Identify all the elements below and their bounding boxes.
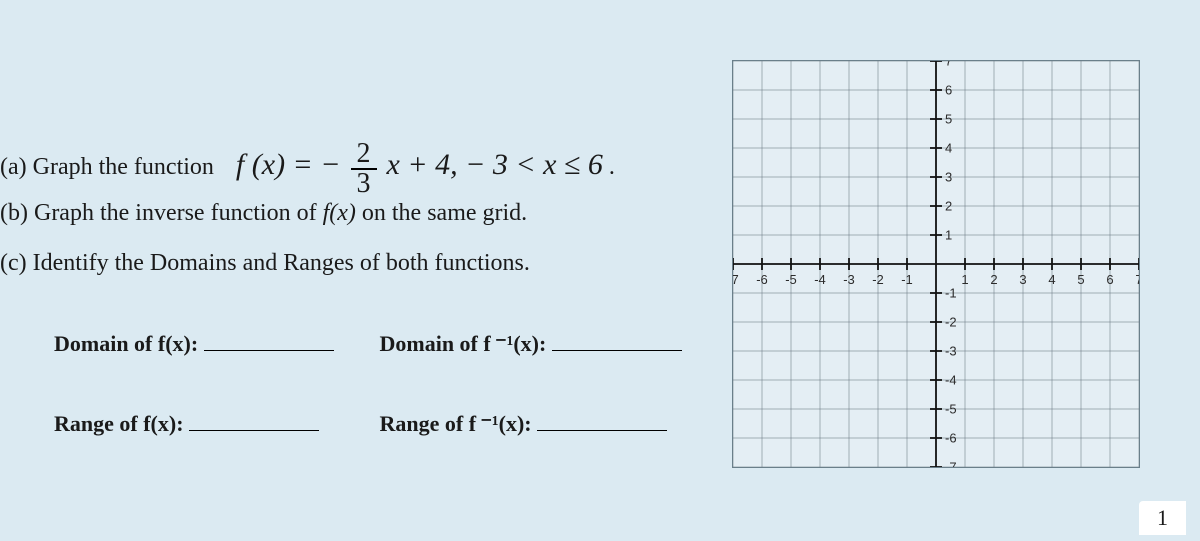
svg-text:6: 6 bbox=[1106, 272, 1113, 287]
svg-text:-4: -4 bbox=[814, 272, 826, 287]
part-b-post: on the same grid. bbox=[362, 200, 527, 226]
part-a: (a) Graph the function f (x) = − 2 3 x +… bbox=[0, 140, 615, 198]
svg-text:1: 1 bbox=[961, 272, 968, 287]
svg-text:-5: -5 bbox=[785, 272, 797, 287]
range-f-label: Range of f(x): bbox=[54, 411, 184, 436]
range-finv-blank[interactable] bbox=[537, 410, 667, 431]
part-b: (b) Graph the inverse function of f(x) o… bbox=[0, 200, 527, 227]
svg-text:-3: -3 bbox=[843, 272, 855, 287]
svg-text:4: 4 bbox=[1048, 272, 1055, 287]
page-number: 1 bbox=[1139, 501, 1186, 535]
svg-text:5: 5 bbox=[945, 112, 952, 127]
svg-text:-1: -1 bbox=[945, 286, 957, 301]
svg-text:-2: -2 bbox=[945, 315, 957, 330]
svg-text:2: 2 bbox=[990, 272, 997, 287]
svg-text:-2: -2 bbox=[872, 272, 884, 287]
svg-text:3: 3 bbox=[1019, 272, 1026, 287]
func-lhs: f (x) = − bbox=[236, 148, 341, 181]
part-c-text: (c) Identify the Domains and Ranges of b… bbox=[0, 250, 530, 276]
svg-text:-1: -1 bbox=[901, 272, 913, 287]
svg-text:1: 1 bbox=[945, 228, 952, 243]
grid-svg: -7 -7 -6 -6 -5 -5 -4 -4 -3 -3 -2 -2 -1 -1 1 1 2 2 3 3 4 4 5 5 6 6… bbox=[733, 61, 1139, 467]
svg-text:-4: -4 bbox=[945, 373, 957, 388]
func-rhs: x + 4, − 3 < x ≤ 6 bbox=[387, 148, 603, 181]
part-b-fx: f(x) bbox=[323, 200, 356, 226]
coordinate-grid: -7 -7 -6 -6 -5 -5 -4 -4 -3 -3 -2 -2 -1 -1 1 1 2 2 3 3 4 4 5 5 6 6… bbox=[732, 60, 1140, 468]
frac-num: 2 bbox=[351, 140, 377, 170]
domain-finv-blank[interactable] bbox=[552, 330, 682, 351]
part-b-pre: (b) Graph the inverse function of bbox=[0, 200, 323, 226]
domain-row: Domain of f(x): Domain of f ⁻¹(x): bbox=[54, 330, 700, 357]
domain-finv-label: Domain of f ⁻¹(x): bbox=[380, 331, 547, 356]
svg-text:7: 7 bbox=[945, 61, 952, 69]
part-c: (c) Identify the Domains and Ranges of b… bbox=[0, 250, 530, 277]
svg-text:6: 6 bbox=[945, 83, 952, 98]
svg-text:-3: -3 bbox=[945, 344, 957, 359]
svg-text:-7: -7 bbox=[945, 460, 957, 467]
part-a-period: . bbox=[609, 154, 615, 180]
domain-f-blank[interactable] bbox=[204, 330, 334, 351]
svg-text:5: 5 bbox=[1077, 272, 1084, 287]
svg-text:2: 2 bbox=[945, 199, 952, 214]
svg-text:7: 7 bbox=[1135, 272, 1139, 287]
range-finv-label: Range of f ⁻¹(x): bbox=[380, 411, 532, 436]
svg-text:4: 4 bbox=[945, 141, 952, 156]
frac-den: 3 bbox=[351, 170, 377, 198]
part-a-label: (a) Graph the function bbox=[0, 154, 214, 181]
svg-text:3: 3 bbox=[945, 170, 952, 185]
domain-f-label: Domain of f(x): bbox=[54, 331, 198, 356]
fraction: 2 3 bbox=[351, 140, 377, 198]
svg-text:-5: -5 bbox=[945, 402, 957, 417]
range-row: Range of f(x): Range of f ⁻¹(x): bbox=[54, 410, 700, 437]
svg-text:-6: -6 bbox=[945, 431, 957, 446]
svg-text:-6: -6 bbox=[756, 272, 768, 287]
range-f-blank[interactable] bbox=[189, 410, 319, 431]
svg-text:-7: -7 bbox=[733, 272, 739, 287]
